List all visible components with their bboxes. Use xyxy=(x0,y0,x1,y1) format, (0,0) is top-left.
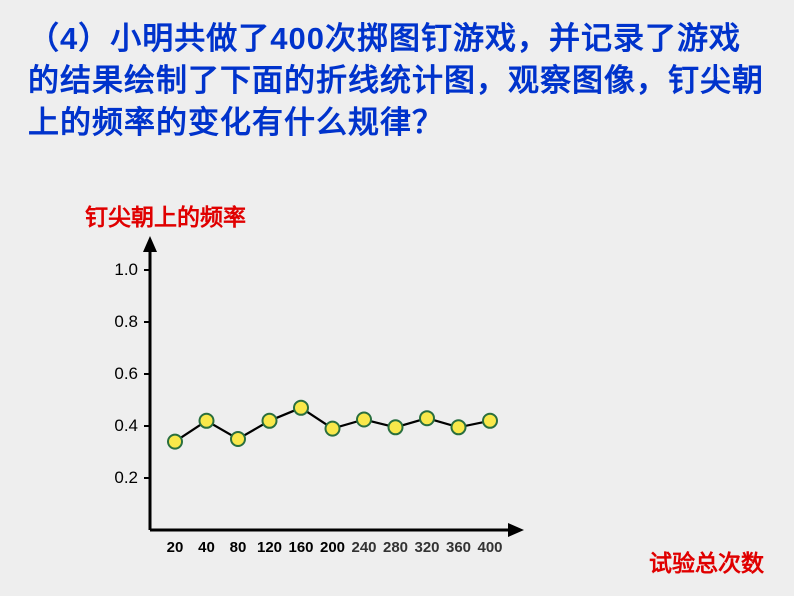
svg-text:80: 80 xyxy=(230,539,247,556)
svg-text:1.0: 1.0 xyxy=(114,260,138,279)
svg-text:240: 240 xyxy=(351,539,376,556)
svg-text:160: 160 xyxy=(288,539,313,556)
svg-text:200: 200 xyxy=(320,539,345,556)
svg-text:0.2: 0.2 xyxy=(114,468,138,487)
svg-text:280: 280 xyxy=(383,539,408,556)
svg-text:20: 20 xyxy=(167,539,184,556)
svg-text:0.6: 0.6 xyxy=(114,364,138,383)
svg-text:320: 320 xyxy=(414,539,439,556)
svg-text:400: 400 xyxy=(477,539,502,556)
y-axis-label: 钉尖朝上的频率 xyxy=(85,198,246,232)
x-axis-label: 试验总次数 xyxy=(649,544,764,578)
svg-text:120: 120 xyxy=(257,539,282,556)
svg-text:0.4: 0.4 xyxy=(114,416,138,435)
svg-text:0.8: 0.8 xyxy=(114,312,138,331)
svg-text:40: 40 xyxy=(198,539,215,556)
svg-text:360: 360 xyxy=(446,539,471,556)
question-text: （4）小明共做了400次掷图钉游戏，并记录了游戏的结果绘制了下面的折线统计图，观… xyxy=(0,0,794,144)
line-chart: 0.2 0.4 0.6 0.8 1.0 20 40 80 120 160 200 240 280 320 3… xyxy=(90,230,550,560)
